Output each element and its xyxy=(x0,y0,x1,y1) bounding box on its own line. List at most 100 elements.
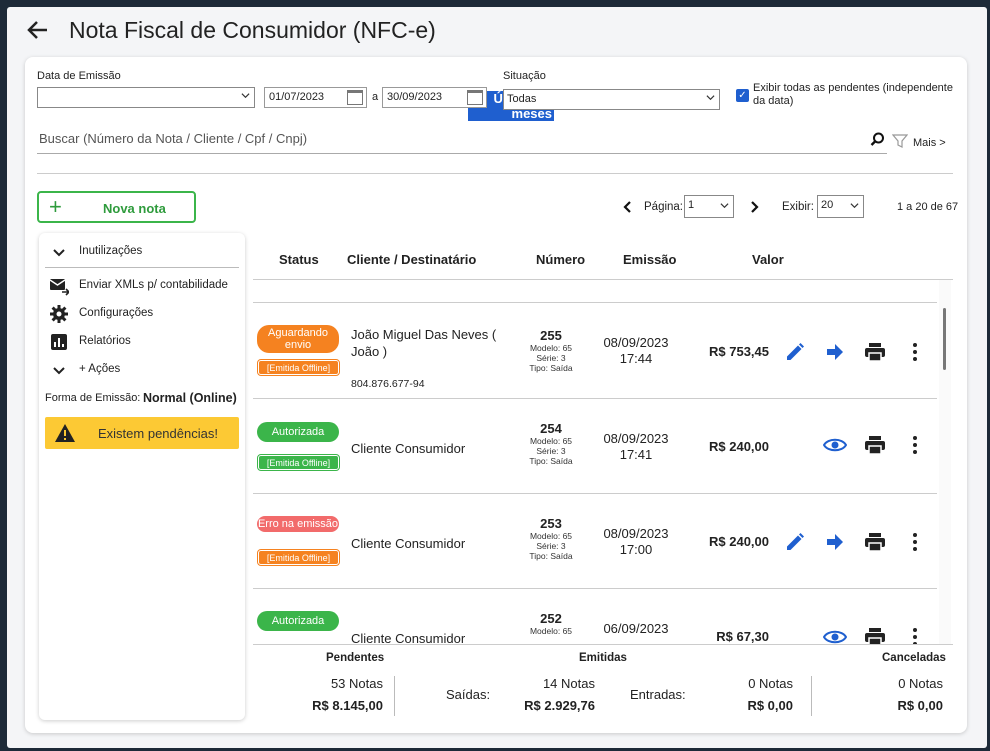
table-row-partial xyxy=(253,280,937,303)
emissao-time: 17:00 xyxy=(619,542,653,557)
edit-pencil-icon[interactable] xyxy=(783,340,807,364)
cliente-name: Cliente Consumidor xyxy=(351,441,466,456)
print-icon[interactable] xyxy=(863,340,887,364)
date-to-field[interactable]: 30/09/2023 xyxy=(382,87,487,108)
periodo-select[interactable]: Últimos 3 meses xyxy=(37,87,554,121)
situacao-select[interactable]: Todas xyxy=(503,89,720,110)
gear-icon xyxy=(50,305,68,323)
chevron-down-icon xyxy=(850,203,859,209)
exibir-pendentes-checkbox[interactable]: ✓ xyxy=(736,89,749,102)
mais-filtros-link[interactable]: Mais > xyxy=(913,137,946,149)
exibir-label: Exibir: xyxy=(782,201,814,213)
divider xyxy=(37,173,953,174)
col-valor[interactable]: Valor xyxy=(752,252,784,267)
nova-nota-button[interactable]: + Nova nota xyxy=(37,191,196,223)
numero-value: 254 xyxy=(540,421,562,436)
notes-table: Status Cliente / Destinatário Número Emi… xyxy=(253,233,953,720)
serie: Série: 3 xyxy=(536,446,566,456)
forma-emissao-value: Normal (Online) xyxy=(143,391,237,405)
col-cliente[interactable]: Cliente / Destinatário xyxy=(347,252,477,267)
pendencias-text: Existem pendências! xyxy=(98,426,218,441)
table-row[interactable]: Autorizada Cliente Consumidor 252 Modelo… xyxy=(253,589,937,645)
calendar-icon[interactable] xyxy=(347,90,363,105)
pagina-select[interactable]: 1 xyxy=(684,195,734,218)
edit-pencil-icon[interactable] xyxy=(783,530,807,554)
chevron-down-icon xyxy=(720,203,729,209)
pendencias-alert[interactable]: Existem pendências! xyxy=(45,417,239,449)
status-badge: Autorizada xyxy=(257,611,339,631)
pendentes-label: Pendentes xyxy=(326,652,385,664)
offline-badge: [Emitida Offline] xyxy=(257,549,340,566)
range-text: 1 a 20 de 67 xyxy=(897,201,959,213)
view-eye-icon[interactable] xyxy=(823,625,847,645)
sidebar: Inutilizações Enviar XMLs p/ contabilida… xyxy=(39,233,245,720)
data-emissao-label: Data de Emissão xyxy=(37,70,121,82)
canceladas-notas: 0 Notas xyxy=(898,676,943,691)
date-from-field[interactable]: 01/07/2023 xyxy=(264,87,367,108)
emissao-date: 08/09/2023 xyxy=(603,335,669,350)
emitidas-label: Emitidas xyxy=(579,652,627,664)
table-header: Status Cliente / Destinatário Número Emi… xyxy=(253,233,953,280)
table-row[interactable]: Erro na emissão [Emitida Offline] Client… xyxy=(253,494,937,589)
search-input[interactable]: Buscar (Número da Nota / Cliente / Cpf /… xyxy=(37,125,887,154)
warning-icon xyxy=(55,424,75,442)
col-status[interactable]: Status xyxy=(279,252,319,267)
chevron-right-icon[interactable] xyxy=(748,200,760,214)
back-arrow-icon[interactable] xyxy=(25,17,51,43)
date-separator: a xyxy=(372,91,379,103)
send-arrow-icon[interactable] xyxy=(823,340,847,364)
modelo: Modelo: 65 xyxy=(529,531,573,541)
status-badge: Aguardando envio xyxy=(257,325,339,353)
status-badge: Erro na emissão xyxy=(257,516,339,532)
print-icon[interactable] xyxy=(863,433,887,457)
chevron-left-icon[interactable] xyxy=(622,200,634,214)
cliente-name: Cliente Consumidor xyxy=(351,631,466,645)
send-arrow-icon[interactable] xyxy=(823,530,847,554)
sidebar-item-label: Relatórios xyxy=(79,335,131,347)
exibir-select[interactable]: 20 xyxy=(817,195,864,218)
sidebar-item-label: Configurações xyxy=(79,307,154,319)
print-icon[interactable] xyxy=(863,625,887,645)
valor-cell: R$ 67,30 xyxy=(716,629,769,644)
scrollbar-thumb[interactable] xyxy=(943,308,946,370)
col-emissao[interactable]: Emissão xyxy=(623,252,677,267)
mail-send-icon xyxy=(49,279,69,296)
print-icon[interactable] xyxy=(863,530,887,554)
sidebar-item-label: Inutilizações xyxy=(79,245,143,257)
modelo: Modelo: 65 xyxy=(529,626,573,636)
emissao-cell: 08/09/2023 17:41 xyxy=(591,431,681,463)
page-title: Nota Fiscal de Consumidor (NFC-e) xyxy=(69,17,436,43)
more-vertical-icon[interactable] xyxy=(903,340,927,364)
offline-badge: [Emitida Offline] xyxy=(257,454,340,471)
more-vertical-icon[interactable] xyxy=(903,530,927,554)
valor-cell: R$ 240,00 xyxy=(709,534,769,549)
exibir-pendentes-label: Exibir todas as pendentes (independente … xyxy=(753,82,953,107)
search-icon[interactable] xyxy=(870,132,885,147)
more-vertical-icon[interactable] xyxy=(903,433,927,457)
view-eye-icon[interactable] xyxy=(823,433,847,457)
calendar-icon[interactable] xyxy=(467,90,483,105)
table-scrollbar[interactable] xyxy=(939,280,951,645)
plus-icon: + xyxy=(49,194,62,219)
emissao-time: 17:41 xyxy=(619,447,653,462)
app-window: Nota Fiscal de Consumidor (NFC-e) Data d… xyxy=(7,7,987,748)
exibir-value: 20 xyxy=(821,199,834,211)
serie: Série: 3 xyxy=(536,541,566,551)
entradas-notas: 0 Notas xyxy=(748,676,793,691)
more-vertical-icon[interactable] xyxy=(903,625,927,645)
col-numero[interactable]: Número xyxy=(536,252,586,267)
search-placeholder: Buscar (Número da Nota / Cliente / Cpf /… xyxy=(39,131,308,146)
chevron-down-icon xyxy=(53,367,65,375)
divider xyxy=(45,267,239,268)
cliente-name: Cliente Consumidor xyxy=(351,536,466,551)
tipo: Tipo: Saída xyxy=(529,551,573,561)
sidebar-item-label: Enviar XMLs p/ contabilidade xyxy=(79,279,228,291)
saidas-label: Saídas: xyxy=(446,687,491,702)
filter-icon[interactable] xyxy=(892,133,908,149)
emissao-date: 08/09/2023 xyxy=(603,526,669,541)
table-row[interactable]: Autorizada [Emitida Offline] Cliente Con… xyxy=(253,399,937,494)
table-row[interactable]: Aguardando envio [Emitida Offline] João … xyxy=(253,304,937,399)
emissao-cell: 08/09/2023 17:44 xyxy=(591,335,681,367)
pagina-value: 1 xyxy=(688,199,695,211)
serie: Série: 3 xyxy=(536,353,566,363)
